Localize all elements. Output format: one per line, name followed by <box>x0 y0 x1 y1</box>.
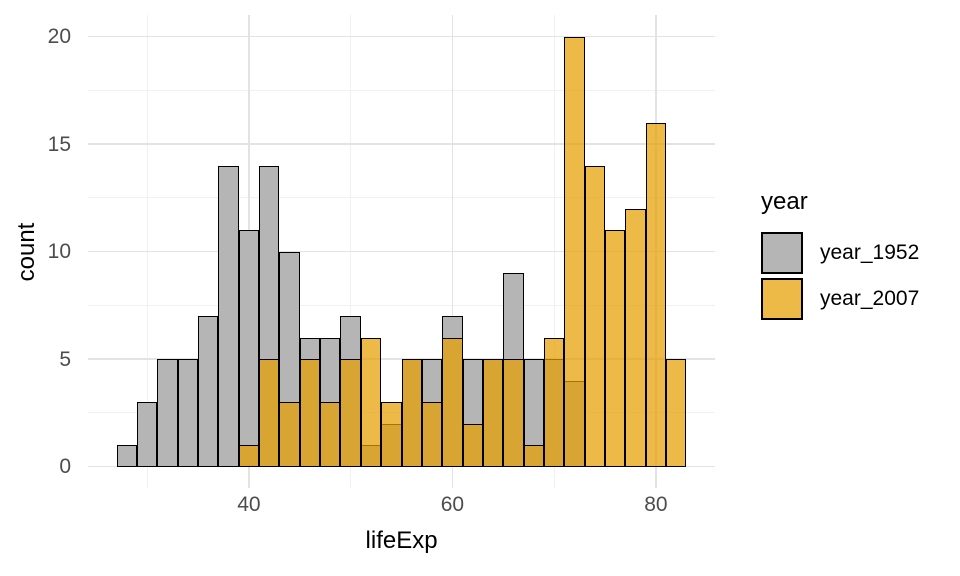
y-tick-label-20: 20 <box>47 25 71 49</box>
minor-gridline <box>88 197 715 199</box>
x-axis-title: lifeExp <box>365 527 438 554</box>
bar-year_2007-bin45 <box>299 359 321 467</box>
bar-year_2007-bin77 <box>625 208 646 467</box>
plot-panel <box>88 15 715 489</box>
legend-swatch-1952 <box>761 232 803 274</box>
bar-year_2007-bin59 <box>442 337 463 467</box>
major-gridline <box>88 358 715 360</box>
bar-year_2007-bin51 <box>360 337 382 467</box>
x-tick-label-40: 40 <box>237 493 261 517</box>
bar-year_1952-bin35 <box>198 316 219 467</box>
bar-year_2007-bin55 <box>401 359 422 467</box>
bar-year_2007-bin41 <box>259 359 280 467</box>
bar-year_2007-bin81 <box>666 359 687 467</box>
bar-year_2007-bin57 <box>421 402 443 467</box>
bar-year_1952-bin39 <box>238 230 260 467</box>
bar-year_2007-bin43 <box>279 402 300 467</box>
bar-year_2007-bin67 <box>523 445 544 467</box>
minor-gridline <box>88 89 715 91</box>
bar-year_2007-bin61 <box>462 423 483 467</box>
bar-year_2007-bin63 <box>482 359 504 467</box>
bar-year_2007-bin47 <box>320 402 341 467</box>
y-tick-label-0: 0 <box>59 455 71 479</box>
bar-year_2007-bin39 <box>238 445 260 467</box>
major-gridline <box>88 35 715 38</box>
major-gridline <box>451 15 454 489</box>
bar-year_1952-bin37 <box>218 165 239 467</box>
x-tick-label-60: 60 <box>440 493 465 517</box>
bar-year_1952-bin33 <box>177 359 199 467</box>
bar-year_2007-bin65 <box>503 359 524 467</box>
legend-label-1952: year_1952 <box>820 241 920 264</box>
x-tick-label-80: 80 <box>644 493 668 517</box>
major-gridline <box>88 143 715 145</box>
legend-swatch-2007 <box>761 278 803 320</box>
legend-label-2007: year_2007 <box>820 287 920 310</box>
bar-year_2007-bin69 <box>543 337 565 467</box>
legend-title: year <box>761 188 808 215</box>
major-gridline <box>88 250 715 253</box>
bar-year_2007-bin53 <box>381 402 402 467</box>
y-tick-label-5: 5 <box>59 347 71 371</box>
y-tick-label-10: 10 <box>47 240 71 264</box>
bar-year_1952-bin27 <box>116 445 138 467</box>
legend-item-2007: year_2007 <box>761 278 919 320</box>
legend: year year_1952 year_2007 <box>761 188 919 324</box>
bar-year_2007-bin75 <box>605 230 626 467</box>
minor-gridline <box>88 304 715 306</box>
bar-year_2007-bin73 <box>584 165 605 467</box>
legend-item-1952: year_1952 <box>761 232 919 274</box>
bar-year_2007-bin49 <box>340 359 361 467</box>
bar-year_1952-bin29 <box>137 402 158 467</box>
bar-year_1952-bin31 <box>157 359 178 467</box>
major-gridline <box>88 465 715 468</box>
bar-year_2007-bin71 <box>564 36 585 467</box>
y-tick-label-15: 15 <box>47 132 71 156</box>
bar-year_2007-bin79 <box>645 122 667 467</box>
